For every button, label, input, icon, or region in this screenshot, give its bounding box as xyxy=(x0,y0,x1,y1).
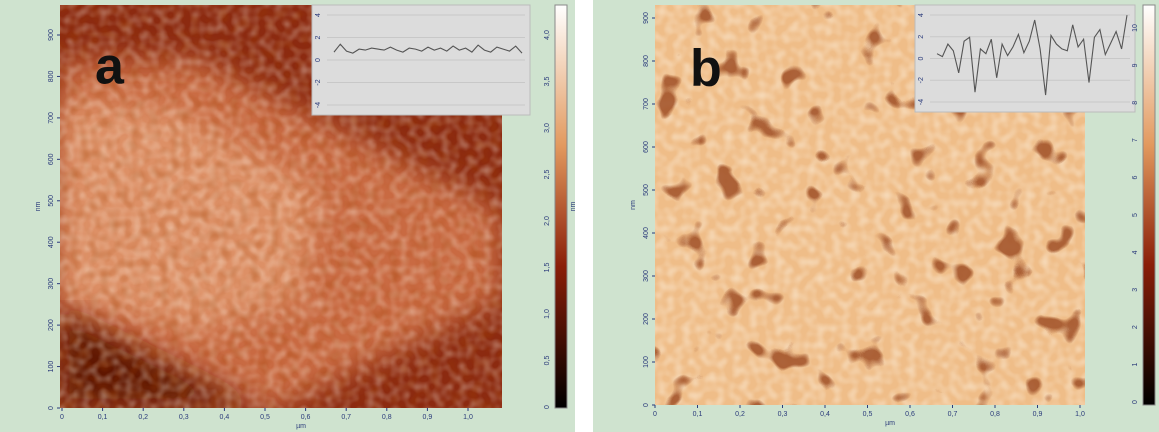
x-tick-label: 0,4 xyxy=(220,414,230,421)
colorbar-tick-label: 4 xyxy=(1132,250,1139,254)
colorbar-tick-label: 9 xyxy=(1132,63,1139,67)
x-tick-label: 0,3 xyxy=(778,411,788,418)
colorbar-tick-label: 3,5 xyxy=(544,77,551,87)
colorbar-tick-label: 6 xyxy=(1132,176,1139,180)
inset-tick-label: 0 xyxy=(918,56,925,60)
x-tick-label: 0,6 xyxy=(301,414,311,421)
x-tick-label: 1,0 xyxy=(463,414,473,421)
y-tick-label: 600 xyxy=(643,141,650,153)
inset-tick-label: 0 xyxy=(315,58,322,62)
y-tick-label: 800 xyxy=(48,71,55,83)
x-tick-label: 0,8 xyxy=(990,411,1000,418)
y-tick-label: 100 xyxy=(48,361,55,373)
colorbar-tick-label: 8 xyxy=(1132,101,1139,105)
y-tick-label: 800 xyxy=(643,55,650,67)
y-tick-label: 700 xyxy=(48,112,55,124)
colorbar-tick-label: 4,0 xyxy=(544,30,551,40)
y-tick-label: 600 xyxy=(48,153,55,165)
y-tick-label: 900 xyxy=(48,29,55,41)
inset-tick-label: 2 xyxy=(315,35,322,39)
profile-line xyxy=(936,15,1128,96)
colorbar-tick-label: 0 xyxy=(544,405,551,409)
colorbar-tick-label: 3,0 xyxy=(544,123,551,133)
colorbar-unit: nm xyxy=(1158,200,1159,210)
colorbar-tick-label: 2 xyxy=(1132,325,1139,329)
x-tick-label: 0 xyxy=(60,414,64,421)
x-unit: µm xyxy=(296,423,306,430)
panel-label: b xyxy=(690,40,722,98)
x-tick-label: 0,7 xyxy=(341,414,351,421)
x-tick-label: 0,8 xyxy=(382,414,392,421)
y-tick-label: 0 xyxy=(48,406,55,410)
x-tick-label: 1,0 xyxy=(1075,411,1085,418)
colorbar-tick-label: 2,0 xyxy=(544,216,551,226)
x-tick-label: 0,1 xyxy=(693,411,703,418)
x-tick-label: 0,5 xyxy=(260,414,270,421)
y-tick-label: 0 xyxy=(643,403,650,407)
inset-tick-label: 4 xyxy=(918,13,925,17)
y-tick-label: 200 xyxy=(48,319,55,331)
colorbar-unit: nm xyxy=(570,201,577,211)
inset-tick-label: -2 xyxy=(315,79,322,85)
y-unit: nm xyxy=(630,200,637,210)
colorbar-tick-label: 10 xyxy=(1132,24,1139,32)
colorbar-tick-label: 0,5 xyxy=(544,356,551,366)
y-tick-label: 300 xyxy=(48,278,55,290)
profile-line xyxy=(333,43,523,54)
colorbar-tick-label: 1,5 xyxy=(544,263,551,273)
inset-tick-label: 4 xyxy=(315,13,322,17)
colorbar-tick-label: 3 xyxy=(1132,288,1139,292)
x-tick-label: 0,9 xyxy=(423,414,433,421)
y-tick-label: 500 xyxy=(643,184,650,196)
colorbar-tick-label: 1 xyxy=(1132,363,1139,367)
colorbar-tick-label: 0 xyxy=(1132,400,1139,404)
inset-tick-label: -4 xyxy=(918,99,925,105)
y-tick-label: 700 xyxy=(643,98,650,110)
x-tick-label: 0,9 xyxy=(1033,411,1043,418)
inset-tick-label: 2 xyxy=(918,35,925,39)
x-tick-label: 0,2 xyxy=(138,414,148,421)
afm-image xyxy=(60,5,502,408)
y-tick-label: 400 xyxy=(643,227,650,239)
y-tick-label: 100 xyxy=(643,356,650,368)
x-unit: µm xyxy=(885,420,895,427)
x-tick-label: 0,7 xyxy=(948,411,958,418)
y-tick-label: 400 xyxy=(48,236,55,248)
colorbar-tick-label: 2,5 xyxy=(544,170,551,180)
x-tick-label: 0,5 xyxy=(863,411,873,418)
x-tick-label: 0,1 xyxy=(98,414,108,421)
x-tick-label: 0 xyxy=(653,411,657,418)
colorbar-tick-label: 1,0 xyxy=(544,309,551,319)
y-tick-label: 300 xyxy=(643,270,650,282)
x-tick-label: 0,3 xyxy=(179,414,189,421)
inset-tick-label: -4 xyxy=(315,102,322,108)
y-tick-label: 200 xyxy=(643,313,650,325)
x-tick-label: 0,2 xyxy=(735,411,745,418)
x-tick-label: 0,6 xyxy=(905,411,915,418)
colorbar-tick-label: 7 xyxy=(1132,138,1139,142)
panel-label: a xyxy=(95,38,125,96)
y-tick-label: 900 xyxy=(643,12,650,24)
colorbar xyxy=(1142,4,1156,406)
colorbar xyxy=(554,4,568,409)
y-tick-label: 500 xyxy=(48,195,55,207)
colorbar-tick-label: 5 xyxy=(1132,213,1139,217)
x-tick-label: 0,4 xyxy=(820,411,830,418)
inset-tick-label: -2 xyxy=(918,77,925,83)
y-unit: nm xyxy=(35,201,42,211)
